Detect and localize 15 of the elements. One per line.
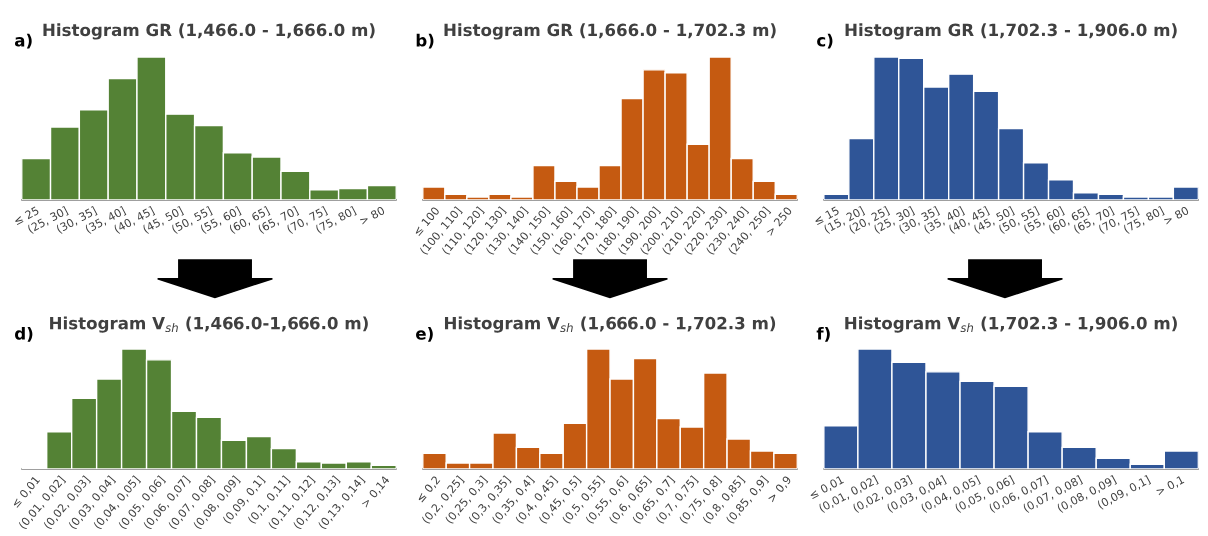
x-tick-label: > 0,1 bbox=[1155, 475, 1185, 497]
chart-title: Histogram GR (1,666.0 - 1,702.3 m) bbox=[444, 23, 776, 40]
text: c) bbox=[817, 33, 833, 49]
text: d) bbox=[15, 326, 33, 342]
text: f) bbox=[816, 326, 830, 342]
chart-title: Histogram GR (1,702.3 - 1,906.0 m) bbox=[845, 23, 1177, 40]
text: e) bbox=[416, 326, 433, 342]
x-tick-label: > 80 bbox=[359, 206, 386, 226]
chart-title: Histogram V$_{sh}$ (1,466.0-1,666.0 m) bbox=[50, 316, 368, 333]
x-tick-label: ≤ 0,2 bbox=[415, 475, 442, 504]
chart-title: Histogram GR (1,466.0 - 1,666.0 m) bbox=[43, 23, 375, 40]
chart-title: Histogram V$_{sh}$ (1,666.0 - 1,702.3 m) bbox=[444, 316, 776, 333]
text: b) bbox=[416, 33, 434, 49]
text: a) bbox=[14, 33, 32, 49]
chart-title: Histogram V$_{sh}$ (1,702.3 - 1,906.0 m) bbox=[845, 316, 1177, 333]
